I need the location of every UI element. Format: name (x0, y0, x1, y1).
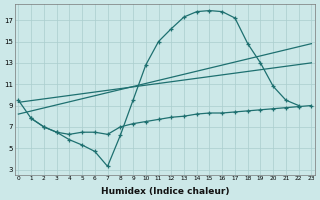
X-axis label: Humidex (Indice chaleur): Humidex (Indice chaleur) (101, 187, 229, 196)
